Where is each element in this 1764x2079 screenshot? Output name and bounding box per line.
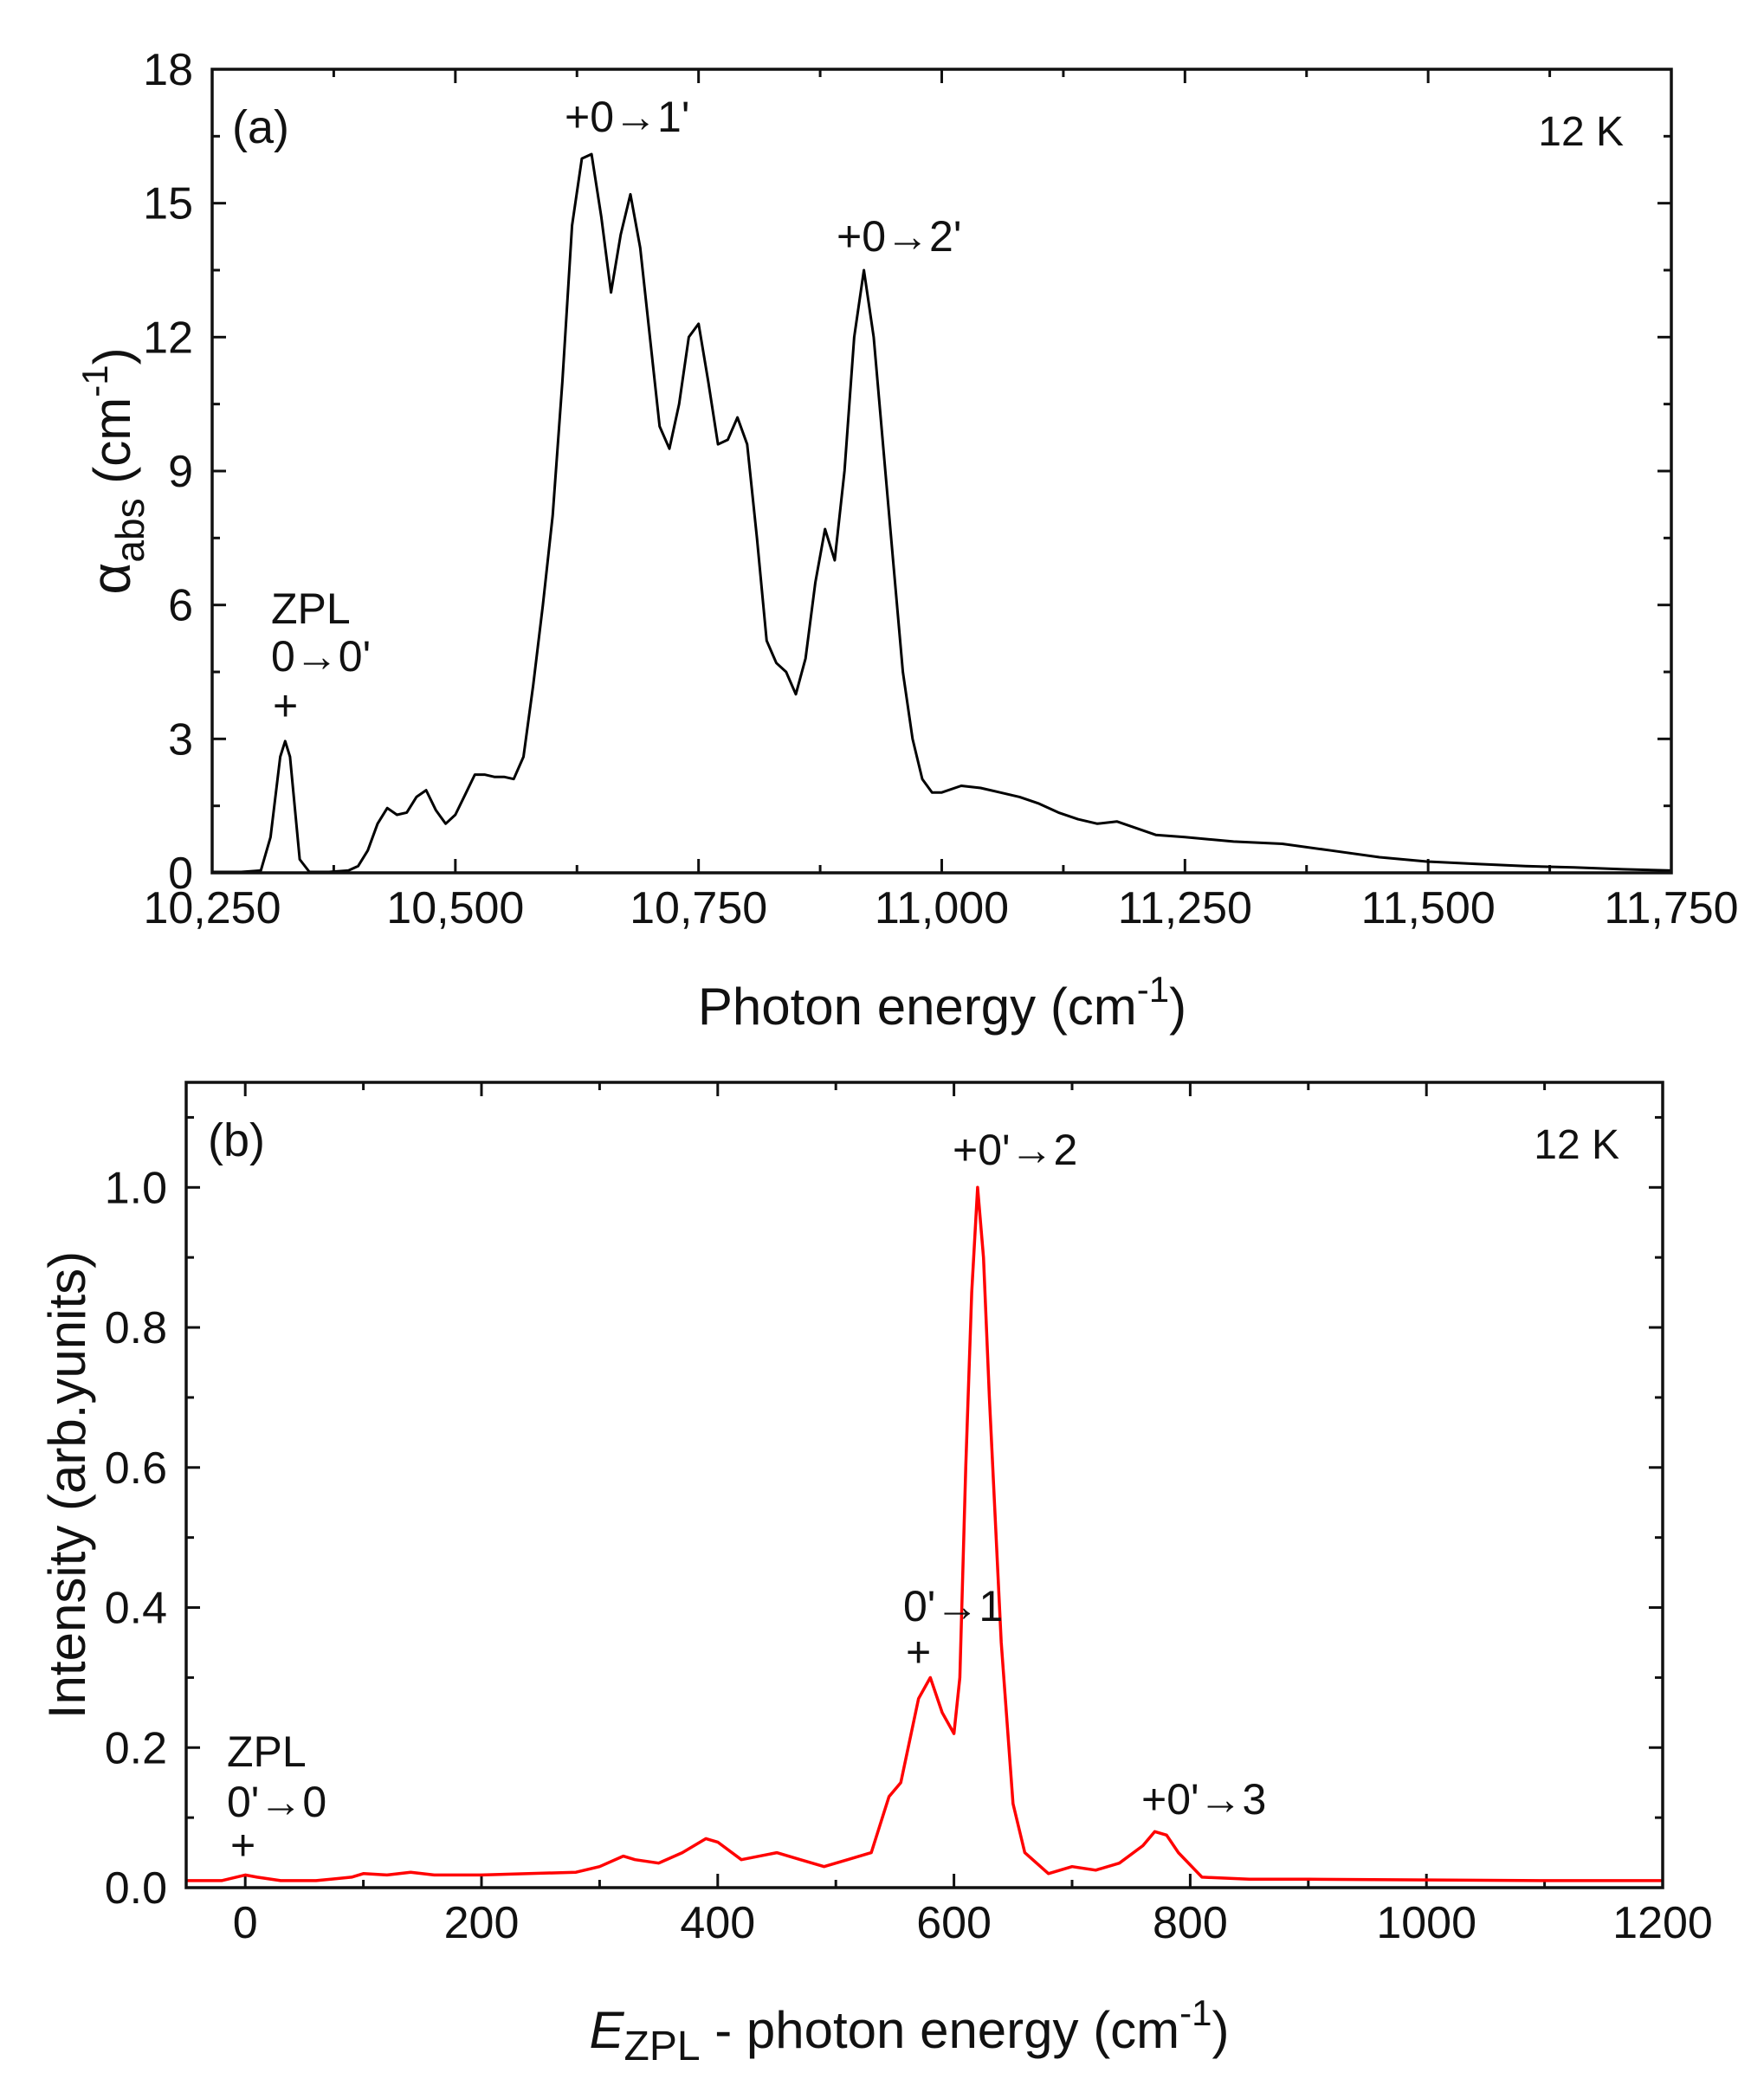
a-x-tick-label: 10,750 — [630, 883, 767, 933]
b-x-tick-label: 800 — [1153, 1898, 1228, 1948]
b-y-tick-label: 0.2 — [105, 1723, 167, 1773]
panel-b-emission-line — [186, 1185, 1663, 1882]
a-y-tick-label: 15 — [143, 179, 193, 229]
b-x-tick-label: 400 — [680, 1898, 755, 1948]
panel-a-absorption-chart: 10,250 10,500 10,750 11,000 11,250 11,500 11,7… — [74, 45, 1739, 1036]
panel-a-y-ticks: 0 3 6 9 12 15 18 — [143, 45, 1671, 899]
panel-b-temperature-label: 12 K — [1534, 1122, 1619, 1168]
panel-a-label: (a) — [232, 101, 289, 153]
panel-b-y-ticks: 0.0 0.2 0.4 0.6 0.8 1.0 — [105, 1115, 1663, 1914]
a-x-tick-label: 10,250 — [143, 883, 281, 933]
peak-label-0-2p: +0→2' — [837, 212, 961, 261]
a-y-tick-label: 12 — [143, 313, 193, 363]
zpl-label-b-line2: 0'→0 — [227, 1778, 326, 1826]
panel-a-plot-frame — [210, 68, 1673, 875]
panel-b-y-axis-title: Intensity (arb.yunits) — [38, 1251, 96, 1719]
panel-a-y-axis-title: αabs (cm-1) — [74, 347, 152, 594]
peak-label-0-1p: +0→1' — [565, 93, 689, 141]
b-y-tick-label: 0.4 — [105, 1584, 167, 1634]
a-x-tick-label: 11,000 — [875, 883, 1009, 933]
zpl-label-a-line2: 0→0' — [271, 632, 371, 681]
b-x-tick-label: 1000 — [1376, 1898, 1476, 1948]
panel-b-label: (b) — [208, 1114, 265, 1166]
panel-a-x-axis-title: Photon energy (cm-1) — [698, 969, 1186, 1036]
zpl-label-a-line1: ZPL — [271, 584, 351, 633]
peak-label-0p-1: 0'→1 — [903, 1582, 1003, 1630]
panel-b-x-ticks: 0 200 400 600 800 1000 1200 — [233, 1082, 1713, 1948]
a-y-tick-label: 0 — [168, 849, 193, 899]
panel-b-x-axis-title: EZPL - photon energy (cm-1) — [590, 1992, 1230, 2069]
panel-a-absorption-line — [212, 152, 1672, 874]
panel-a-x-ticks: 10,250 10,500 10,750 11,000 11,250 11,500 11,7… — [143, 69, 1739, 933]
b-x-tick-label: 0 — [233, 1898, 258, 1948]
b-y-tick-label: 1.0 — [105, 1163, 167, 1213]
panel-a-temperature-label: 12 K — [1538, 109, 1624, 155]
a-y-tick-label: 6 — [168, 581, 193, 631]
b-x-tick-label: 200 — [444, 1898, 520, 1948]
a-y-tick-label: 18 — [143, 45, 193, 95]
peak-label-0p-3: +0'→3 — [1141, 1775, 1266, 1824]
peak-label-0p-2: +0'→2 — [953, 1126, 1077, 1174]
a-y-tick-label: 9 — [168, 447, 193, 497]
b-y-tick-label: 0.8 — [105, 1303, 167, 1353]
a-x-tick-label: 11,500 — [1361, 883, 1496, 933]
panel-b-emission-chart: 0 200 400 600 800 1000 1200 0.0 0.2 0.4 0.6 0.8 1.0… — [38, 1081, 1713, 2069]
zpl-label-b-marker: + — [230, 1821, 255, 1869]
a-x-tick-label: 11,750 — [1604, 883, 1738, 933]
peak-label-0p-1-marker: + — [906, 1628, 931, 1676]
zpl-label-b-line1: ZPL — [227, 1727, 307, 1776]
zpl-label-a-marker: + — [273, 681, 298, 730]
b-x-tick-label: 1200 — [1612, 1898, 1713, 1948]
b-x-tick-label: 600 — [916, 1898, 992, 1948]
b-y-tick-label: 0.6 — [105, 1443, 167, 1494]
a-x-tick-label: 11,250 — [1118, 883, 1252, 933]
a-y-tick-label: 3 — [168, 714, 193, 765]
panel-b-plot-frame — [184, 1081, 1664, 1889]
a-x-tick-label: 10,500 — [386, 883, 524, 933]
b-y-tick-label: 0.0 — [105, 1863, 167, 1914]
